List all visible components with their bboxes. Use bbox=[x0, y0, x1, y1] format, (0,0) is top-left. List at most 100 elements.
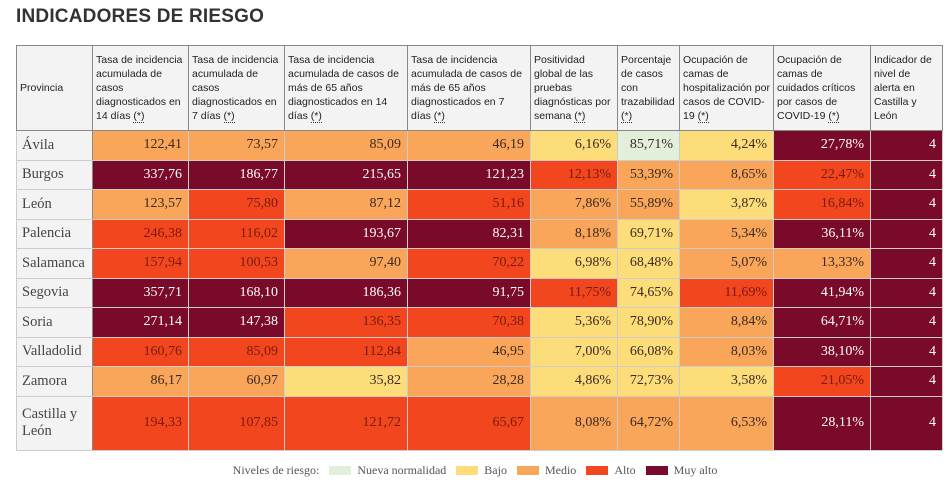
indicator-cell: 28,28 bbox=[407, 366, 531, 397]
indicator-cell: 85,71% bbox=[617, 130, 680, 161]
indicator-cell: 68,48% bbox=[617, 248, 680, 279]
indicator-cell: 107,85 bbox=[188, 395, 285, 451]
indicator-cell: 271,14 bbox=[92, 307, 189, 338]
footnote-link[interactable]: (*) bbox=[574, 110, 586, 123]
column-header: Provincia bbox=[16, 45, 93, 131]
table-row: Soria 271,14 147,38 136,35 70,38 5,36% 78,90% 8… bbox=[16, 307, 943, 338]
indicator-cell: 75,80 bbox=[188, 189, 285, 220]
column-header: Tasa de incidencia acumulada de casos di… bbox=[92, 45, 189, 131]
indicator-cell: 85,09 bbox=[188, 336, 285, 367]
column-header-label: Tasa de incidencia acumulada de casos de… bbox=[288, 54, 399, 122]
footnote-link[interactable]: (*) bbox=[697, 110, 709, 123]
legend-title: Niveles de riesgo: bbox=[232, 462, 320, 477]
table-row: Zamora 86,17 60,97 35,82 28,28 4,86% 72,73% 3,5… bbox=[16, 366, 943, 397]
footnote-link[interactable]: (*) bbox=[133, 110, 145, 123]
legend-swatch bbox=[586, 466, 609, 476]
indicator-cell: 60,97 bbox=[188, 366, 285, 397]
indicator-cell: 70,22 bbox=[407, 248, 531, 279]
indicator-cell: 112,84 bbox=[284, 336, 408, 367]
indicator-cell: 11,75% bbox=[530, 277, 618, 308]
column-header: Ocupación de camas de hospitalización po… bbox=[679, 45, 774, 131]
indicator-cell: 168,10 bbox=[188, 277, 285, 308]
column-header: Porcentaje de casos con trazabilidad (*) bbox=[617, 45, 680, 131]
indicator-cell: 3,87% bbox=[679, 189, 774, 220]
indicator-cell: 12,13% bbox=[530, 159, 618, 190]
legend-item-label: Medio bbox=[544, 463, 577, 478]
column-header-label: Tasa de incidencia acumulada de casos di… bbox=[96, 54, 183, 122]
indicator-cell: 357,71 bbox=[92, 277, 189, 308]
indicator-cell: 6,53% bbox=[679, 395, 774, 451]
province-cell: Zamora bbox=[16, 366, 93, 397]
indicator-cell: 38,10% bbox=[773, 336, 871, 367]
indicator-cell: 87,12 bbox=[284, 189, 408, 220]
indicator-cell: 4,24% bbox=[679, 130, 774, 161]
table-header-row: Provincia Tasa de incidencia acumulada de… bbox=[16, 45, 943, 131]
legend-item-label: Muy alto bbox=[673, 463, 718, 478]
indicator-cell: 41,94% bbox=[773, 277, 871, 308]
footnote-link[interactable]: (*) bbox=[621, 110, 633, 123]
indicator-cell: 46,19 bbox=[407, 130, 531, 161]
legend-swatch bbox=[645, 466, 668, 476]
indicator-cell: 78,90% bbox=[617, 307, 680, 338]
indicator-cell: 27,78% bbox=[773, 130, 871, 161]
indicator-cell: 337,76 bbox=[92, 159, 189, 190]
indicator-cell: 69,71% bbox=[617, 218, 680, 249]
footnote-link[interactable]: (*) bbox=[310, 110, 322, 123]
indicator-cell: 64,72% bbox=[617, 395, 680, 451]
province-cell: Ávila bbox=[16, 130, 93, 161]
province-cell: León bbox=[16, 189, 93, 220]
footnote-link[interactable]: (*) bbox=[223, 110, 235, 123]
indicator-cell: 8,18% bbox=[530, 218, 618, 249]
indicator-cell: 70,38 bbox=[407, 307, 531, 338]
indicator-cell: 73,57 bbox=[188, 130, 285, 161]
indicator-cell: 5,07% bbox=[679, 248, 774, 279]
footnote-link[interactable]: (*) bbox=[433, 110, 445, 123]
indicator-cell: 8,84% bbox=[679, 307, 774, 338]
indicator-cell: 85,09 bbox=[284, 130, 408, 161]
province-cell: Burgos bbox=[16, 159, 93, 190]
column-header: Positividad global de las pruebas diagnó… bbox=[530, 45, 618, 131]
indicator-cell: 246,38 bbox=[92, 218, 189, 249]
indicator-cell: 193,67 bbox=[284, 218, 408, 249]
indicator-cell: 5,34% bbox=[679, 218, 774, 249]
column-header: Ocupación de camas de cuidados críticos … bbox=[773, 45, 871, 131]
indicator-cell: 121,72 bbox=[284, 395, 408, 451]
footnote-link[interactable]: (*) bbox=[828, 110, 840, 123]
province-cell: Castilla y León bbox=[16, 395, 93, 451]
province-cell: Palencia bbox=[16, 218, 93, 249]
province-cell: Soria bbox=[16, 307, 93, 338]
indicator-cell: 160,76 bbox=[92, 336, 189, 367]
indicator-cell: 86,17 bbox=[92, 366, 189, 397]
column-header-label: Positividad global de las pruebas diagnó… bbox=[534, 54, 611, 122]
column-header-label: Provincia bbox=[20, 82, 64, 94]
indicator-cell: 4 bbox=[870, 277, 943, 308]
indicator-cell: 121,23 bbox=[407, 159, 531, 190]
column-header: Tasa de incidencia acumulada de casos de… bbox=[284, 45, 408, 131]
legend-item-label: Nueva normalidad bbox=[357, 463, 447, 478]
indicator-cell: 53,39% bbox=[617, 159, 680, 190]
column-header-label: Ocupación de camas de hospitalización po… bbox=[683, 54, 770, 122]
province-cell: Segovia bbox=[16, 277, 93, 308]
indicator-cell: 7,86% bbox=[530, 189, 618, 220]
indicator-cell: 97,40 bbox=[284, 248, 408, 279]
column-header-label: Ocupación de camas de cuidados críticos … bbox=[777, 54, 856, 122]
indicator-cell: 66,08% bbox=[617, 336, 680, 367]
table-row: Salamanca 157,94 100,53 97,40 70,22 6,98% 68,4… bbox=[16, 248, 943, 279]
indicator-cell: 147,38 bbox=[188, 307, 285, 338]
indicator-cell: 35,82 bbox=[284, 366, 408, 397]
legend: Niveles de riesgo: Nueva normalidad Bajo Me… bbox=[0, 462, 950, 478]
indicator-cell: 4 bbox=[870, 395, 943, 451]
indicator-cell: 64,71% bbox=[773, 307, 871, 338]
indicator-cell: 8,65% bbox=[679, 159, 774, 190]
province-cell: Salamanca bbox=[16, 248, 93, 279]
indicator-cell: 55,89% bbox=[617, 189, 680, 220]
indicator-cell: 21,05% bbox=[773, 366, 871, 397]
table-row: Burgos 337,76 186,77 215,65 121,23 12,13% 53,3… bbox=[16, 159, 943, 190]
indicator-cell: 82,31 bbox=[407, 218, 531, 249]
indicator-cell: 157,94 bbox=[92, 248, 189, 279]
indicator-cell: 4 bbox=[870, 366, 943, 397]
table-row: Valladolid 160,76 85,09 112,84 46,95 7,00% 66,… bbox=[16, 336, 943, 367]
table-row: Ávila 122,41 73,57 85,09 46,19 6,16% 85,71% 4,2… bbox=[16, 130, 943, 161]
indicator-cell: 28,11% bbox=[773, 395, 871, 451]
indicator-cell: 100,53 bbox=[188, 248, 285, 279]
